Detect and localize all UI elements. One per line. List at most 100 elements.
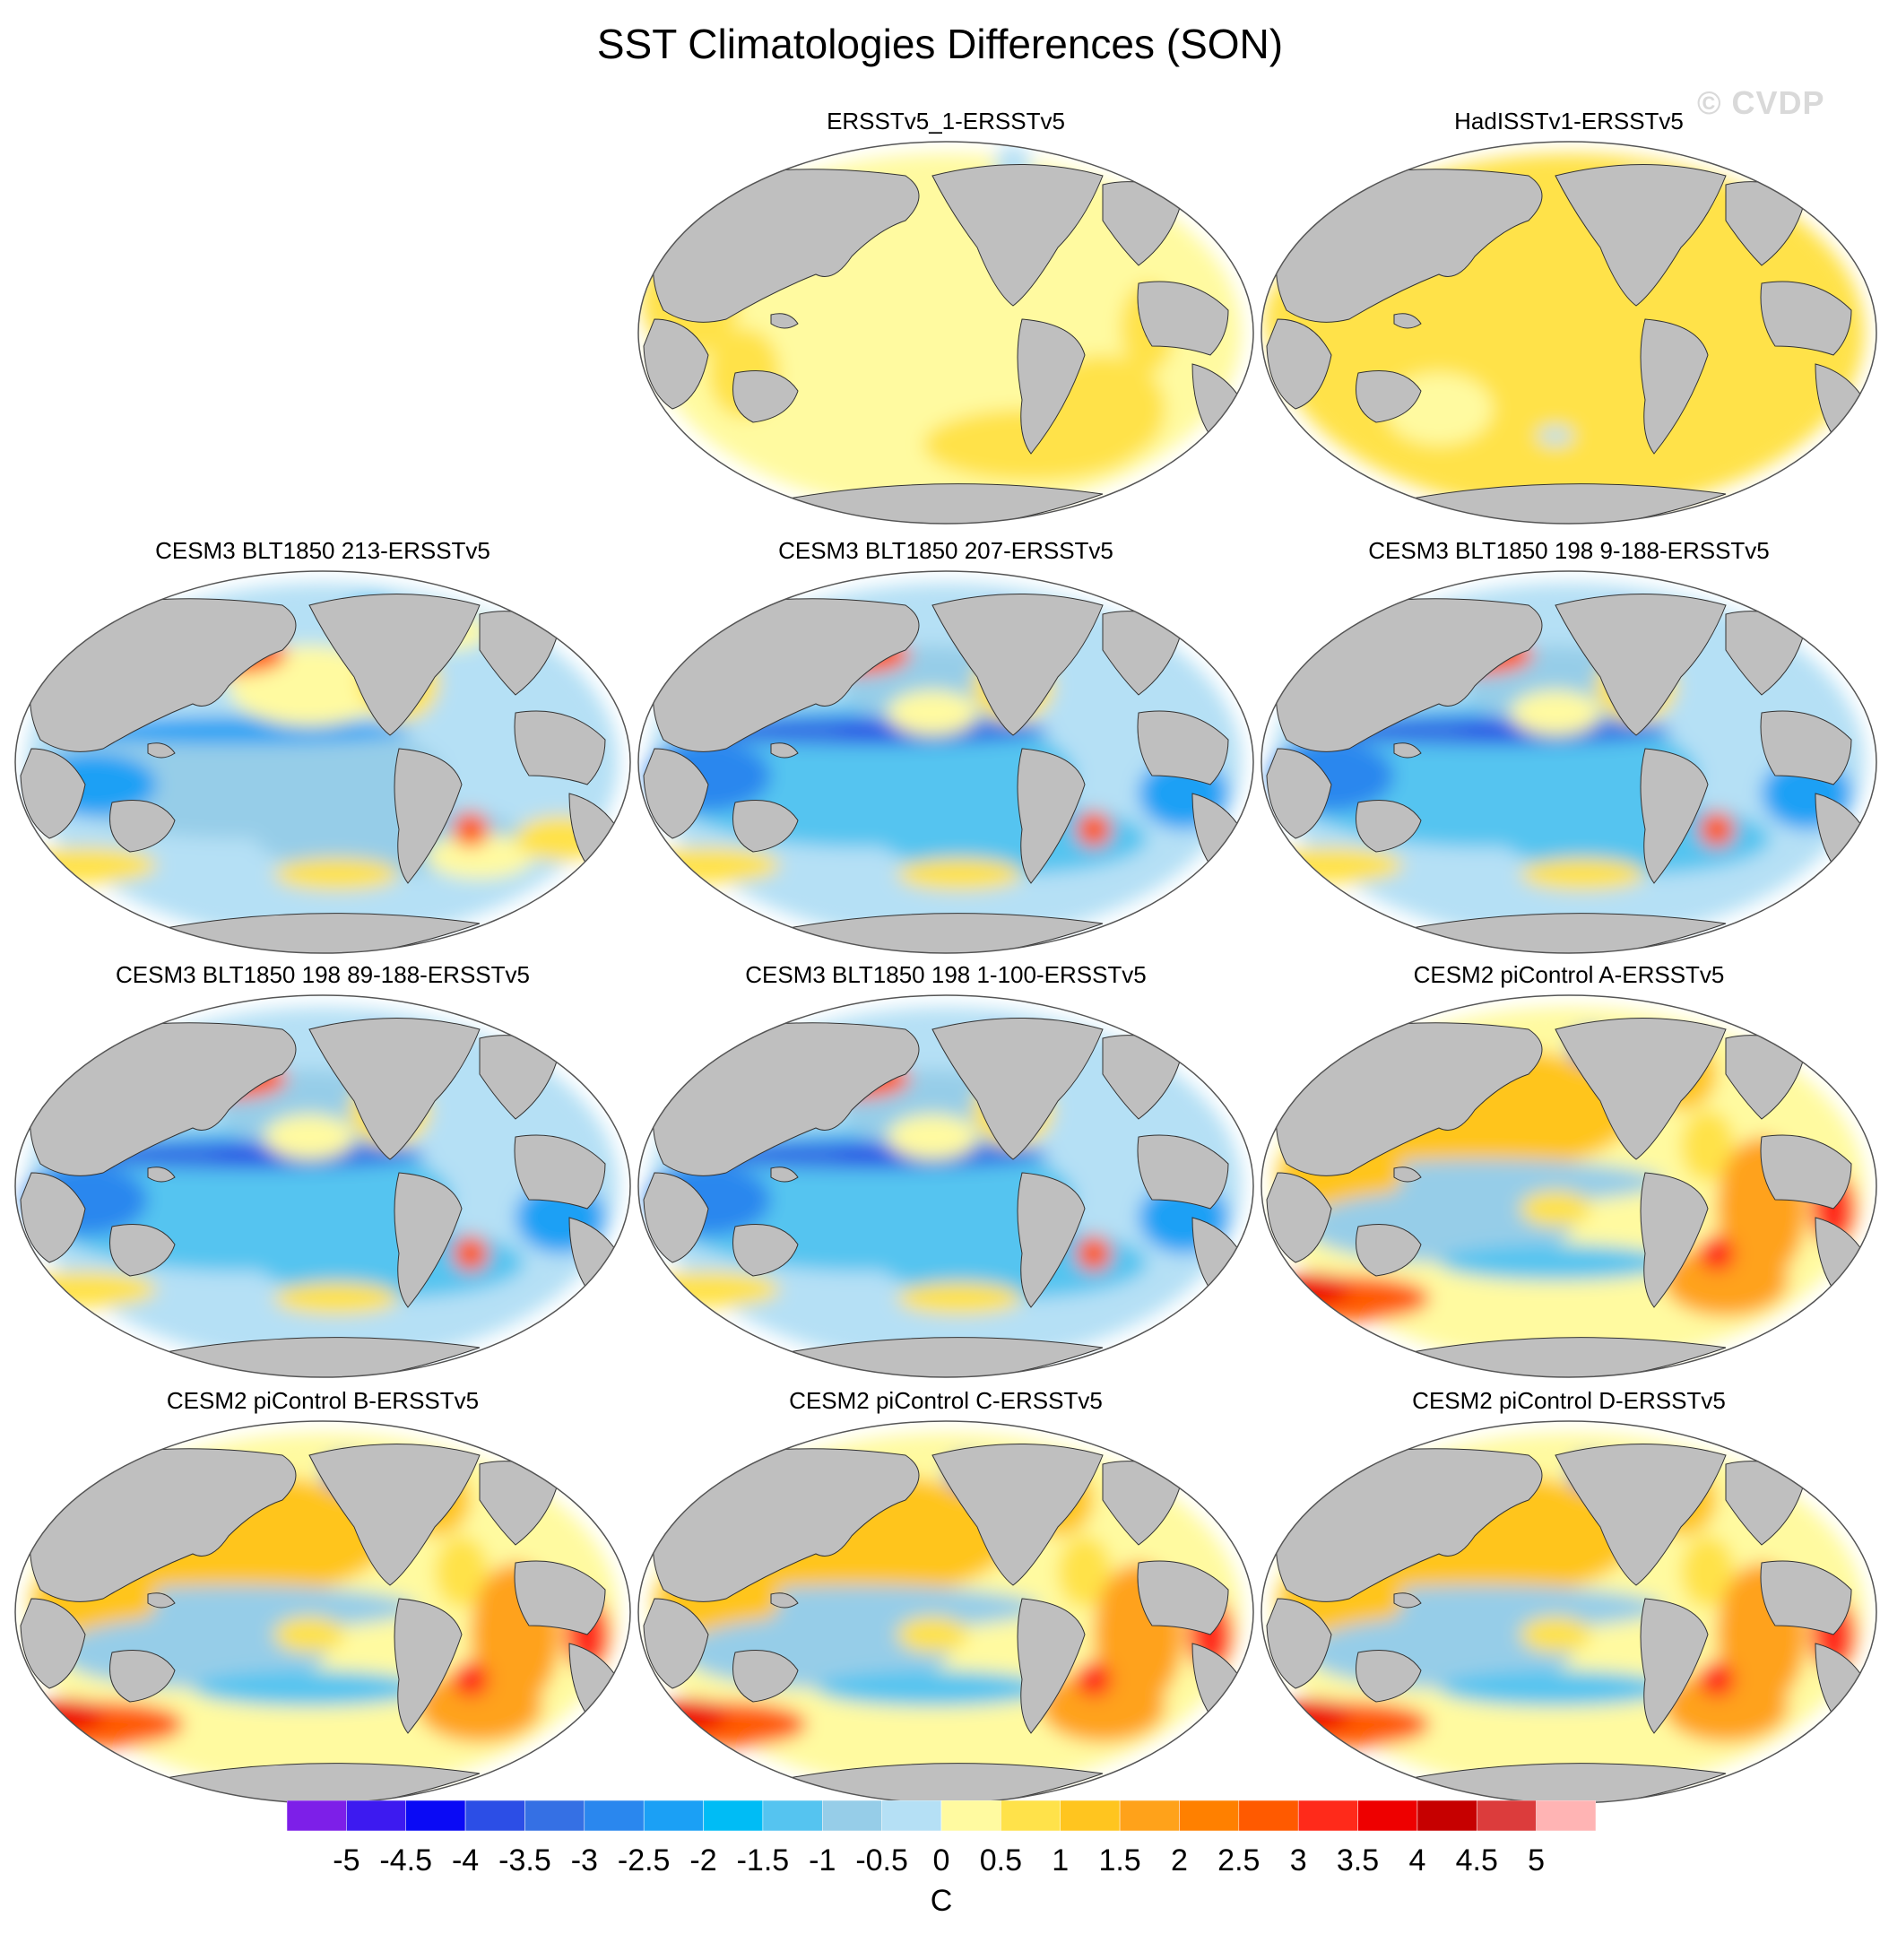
colorbar-swatch <box>1179 1800 1240 1832</box>
map-panel: CESM2 piControl D-ERSSTv5 <box>1260 1385 1878 1807</box>
map-border <box>637 141 1254 525</box>
panel-title: CESM2 piControl B-ERSSTv5 <box>166 1387 480 1414</box>
colorbar-tick-label: -4 <box>451 1843 480 1878</box>
land-mass <box>20 1598 86 1689</box>
sst-anomaly-region <box>426 834 533 879</box>
sst-anomaly-region <box>1511 690 1600 735</box>
ocean-field <box>638 583 1247 953</box>
land-mass <box>308 594 481 736</box>
sst-anomaly-region <box>1520 1617 1591 1652</box>
map-panel: CESM3 BLT1850 198 1-100-ERSSTv5 <box>637 959 1255 1381</box>
colorbar-swatch <box>1297 1800 1358 1832</box>
land-mass <box>1555 1444 1727 1586</box>
land-mass <box>514 1134 606 1210</box>
sst-anomaly-region <box>264 1114 354 1159</box>
sst-difference-map <box>1261 570 1877 954</box>
ocean-field <box>20 1433 624 1803</box>
land-mass <box>1393 1592 1422 1609</box>
sst-anomaly-region <box>1076 1236 1112 1271</box>
map-panel: CESM2 piControl A-ERSSTv5 <box>1260 959 1878 1381</box>
panel-title: CESM2 piControl C-ERSSTv5 <box>789 1387 1103 1414</box>
colorbar-tick-label: 0.5 <box>979 1843 1022 1878</box>
map-panel: CESM3 BLT1850 198 9-188-ERSSTv5 <box>1260 535 1878 957</box>
colorbar-swatch <box>822 1800 882 1832</box>
sst-difference-map <box>637 1420 1254 1804</box>
sst-anomaly-region <box>1040 1670 1165 1742</box>
map-border <box>637 570 1254 954</box>
land-mass <box>394 1172 463 1308</box>
land-mass <box>732 800 799 853</box>
sst-anomaly-region <box>1261 847 1403 883</box>
colorbar-tick-label: -3.5 <box>498 1843 551 1878</box>
panel-title: CESM2 piControl A-ERSSTv5 <box>1413 961 1725 988</box>
colorbar-unit-label: C <box>930 1884 953 1918</box>
land-mass <box>732 1650 799 1703</box>
land-mass <box>1393 313 1422 329</box>
colorbar-swatch <box>940 1800 1001 1832</box>
sst-difference-map <box>1261 1420 1877 1804</box>
colorbar-swatch <box>1416 1800 1477 1832</box>
sst-anomaly-region <box>888 690 977 735</box>
sst-anomaly-region <box>1076 811 1112 847</box>
colorbar-swatches <box>286 1800 1597 1832</box>
colorbar-swatch <box>703 1800 764 1832</box>
land-mass <box>1017 1598 1086 1734</box>
land-mass <box>1276 1022 1543 1176</box>
sst-anomaly-region <box>22 1702 184 1747</box>
map-panel: ERSSTv5_1-ERSSTv5 <box>637 106 1255 527</box>
land-mass <box>1555 164 1727 307</box>
sst-difference-map <box>14 1420 631 1804</box>
land-mass <box>653 1022 920 1176</box>
land-mass <box>931 1018 1104 1160</box>
sst-anomaly-region <box>654 1699 726 1731</box>
land-mass <box>1393 1166 1422 1183</box>
land-mass <box>653 598 920 752</box>
panel-title: CESM3 BLT1850 198 89-188-ERSSTv5 <box>116 961 530 988</box>
colorbar-swatch <box>1060 1800 1121 1832</box>
sst-anomaly-region <box>31 1699 103 1731</box>
land-mass <box>931 594 1104 736</box>
land-mass <box>1266 318 1332 410</box>
colorbar-tick-label: -3 <box>570 1843 598 1878</box>
ocean-field <box>641 144 1247 524</box>
colorbar-swatch <box>1001 1800 1061 1832</box>
land-mass <box>1356 370 1422 423</box>
land-mass <box>1276 598 1543 752</box>
sst-anomaly-region <box>897 1282 1022 1314</box>
land-mass <box>643 748 709 839</box>
land-mass <box>109 800 176 853</box>
land-mass <box>1137 1134 1229 1210</box>
map-panel: CESM2 piControl B-ERSSTv5 <box>13 1385 632 1807</box>
sst-anomaly-region <box>1269 1276 1430 1321</box>
colorbar-tick-label: 1.5 <box>1098 1843 1141 1878</box>
colorbar-swatch <box>584 1800 645 1832</box>
sst-anomaly-region <box>1538 427 1573 445</box>
sst-anomaly-region <box>1278 1699 1349 1731</box>
sst-anomaly-region <box>1663 1245 1789 1316</box>
land-mass <box>732 1224 799 1277</box>
ocean-field <box>1266 1433 1870 1803</box>
sst-anomaly-region <box>1699 1661 1735 1697</box>
colorbar-tick-label: 3 <box>1289 1843 1307 1878</box>
sst-anomaly-region <box>1520 858 1645 890</box>
colorbar-swatch <box>286 1800 347 1832</box>
map-panel: CESM3 BLT1850 198 89-188-ERSSTv5 <box>13 959 632 1381</box>
land-mass <box>30 1448 297 1602</box>
colorbar-tick-label: -5 <box>333 1843 360 1878</box>
sst-difference-map <box>1261 994 1877 1378</box>
land-mass <box>643 318 709 410</box>
land-mass <box>1555 1018 1727 1160</box>
land-mass <box>1137 1560 1229 1635</box>
sst-anomaly-region <box>1058 1536 1112 1608</box>
panel-title: CESM3 BLT1850 198 1-100-ERSSTv5 <box>745 961 1147 988</box>
ocean-field <box>1266 1007 1870 1377</box>
land-mass <box>931 1444 1104 1586</box>
land-mass <box>147 742 176 759</box>
land-mass <box>308 1444 481 1586</box>
land-mass <box>643 1172 709 1263</box>
sst-anomaly-region <box>1278 1273 1349 1305</box>
sst-anomaly-region <box>1076 1661 1112 1697</box>
land-mass <box>732 370 799 423</box>
land-mass <box>109 1650 176 1703</box>
land-mass <box>1393 742 1422 759</box>
